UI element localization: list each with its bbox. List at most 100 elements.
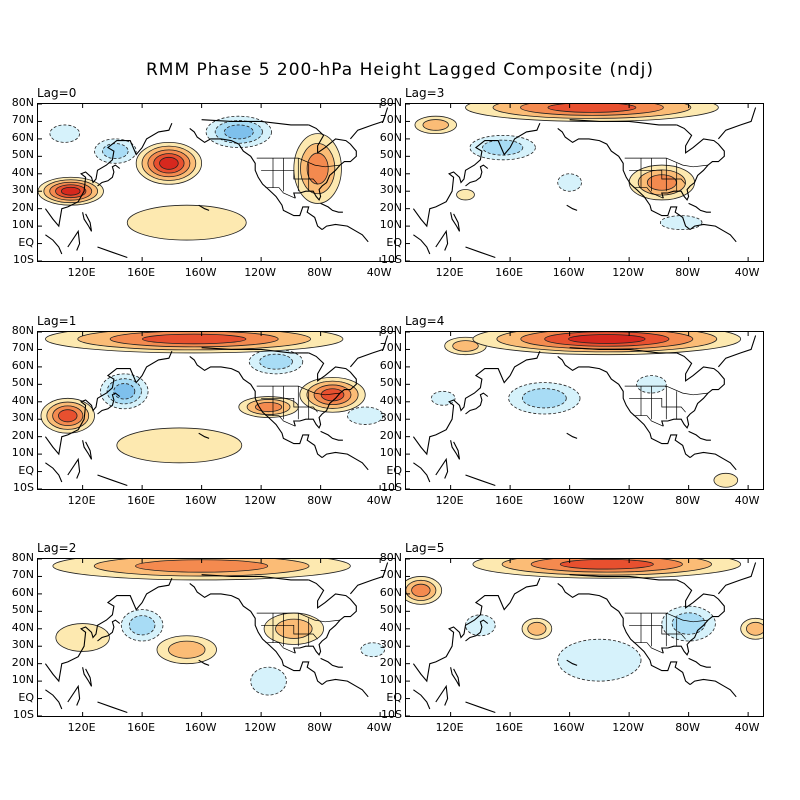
coastline [569,574,677,581]
longitude-label: 160W [184,266,217,279]
latitude-label: 50N [11,603,34,617]
coastline [465,701,496,714]
political-border [256,612,341,623]
latitude-label: 80N [11,324,34,337]
political-border [624,612,709,623]
latitude-label: 30N [379,411,402,425]
negative-anomaly-contour [360,642,385,658]
longitude-label: 120W [244,266,277,279]
longitude-label: 40W [366,721,392,734]
latitude-label: 10S [381,481,402,494]
coastline [44,350,173,456]
latitude-label: 60N [379,130,402,144]
coastline [717,562,757,595]
latitude-label: 50N [11,148,34,162]
positive-anomaly-contour [713,472,739,488]
negative-anomaly-contour [346,406,384,425]
political-border [261,397,318,413]
coastline [293,579,357,656]
positive-anomaly-contour [168,640,206,659]
anomaly-contours [406,559,763,716]
longitude-label: 80W [307,494,333,507]
political-border [633,642,664,654]
page-title: RMM Phase 5 200-hPa Height Lagged Compos… [145,60,654,80]
coastline [349,107,389,140]
longitude-label: 160W [552,494,585,507]
latitude-label: EQ [18,235,34,249]
coastline [97,701,128,714]
latitude-label: 20N [11,655,34,669]
latitude-label: 40N [379,165,402,179]
coastline [450,212,461,232]
coastline [689,678,737,698]
lag-label: Lag=5 [405,541,445,555]
negative-anomaly-contour [49,124,81,143]
latitude-label: 10S [13,708,34,721]
negative-anomaly-contour [223,124,254,140]
political-border [624,385,709,396]
positive-anomaly-contour [55,623,110,652]
coastline [82,440,93,460]
longitude-label: 40W [734,494,760,507]
coastline [189,355,323,459]
latitude-label: 60N [379,358,402,372]
latitude-label: 20N [379,200,402,214]
height-anomaly-map [405,558,764,717]
anomaly-contours [38,332,389,489]
latitude-label: 20N [11,200,34,214]
latitude-label: 10N [11,446,34,460]
coastline [688,430,711,441]
latitude-label: EQ [386,690,402,704]
positive-anomaly-contour [159,156,179,170]
coastline [97,474,128,487]
latitude-label: EQ [386,235,402,249]
coastline [450,667,461,687]
coastline [320,657,343,668]
latitude-label: 40N [379,393,402,407]
coastline [569,347,677,354]
latitude-label: 80N [11,551,34,564]
positive-anomaly-contour [547,104,637,113]
negative-anomaly-contour [259,353,293,370]
coastline [45,234,63,255]
latitude-label: 30N [379,183,402,197]
negative-anomaly-contour [557,173,582,192]
coastline [566,204,578,211]
latitude-label: 80N [11,96,34,109]
negative-anomaly-contour [671,612,706,635]
latitude-label: 20N [379,428,402,442]
coastline [557,355,691,459]
negative-anomaly-contour [659,215,703,231]
longitude-label: 80W [675,494,701,507]
lag-label: Lag=4 [405,314,445,328]
positive-anomaly-contour [306,152,329,185]
political-border [629,624,686,640]
latitude-label: 70N [379,341,402,355]
coastline [198,204,210,211]
negative-anomaly-contour [102,143,129,160]
longitude-label: 120E [435,266,464,279]
coastline [717,107,757,140]
coastline [82,212,93,232]
latitude-label: 70N [11,568,34,582]
coastline [413,689,431,710]
coastline [97,246,128,259]
anomaly-contours [406,104,757,261]
coastline [321,223,369,243]
latitude-label: 40N [379,620,402,634]
political-border [261,169,318,185]
coastline [321,451,369,471]
coastline [717,335,757,368]
latitude-label: 40N [11,393,34,407]
longitude-label: 40W [734,266,760,279]
latitude-label: 20N [379,655,402,669]
longitude-label: 40W [366,494,392,507]
negative-anomaly-contour [250,666,287,696]
coastline [349,335,389,368]
political-border [633,415,664,427]
longitude-label: 120E [67,721,96,734]
coastline [689,451,737,471]
longitude-label: 80W [675,266,701,279]
coastline [97,392,121,415]
longitude-label: 160W [552,266,585,279]
